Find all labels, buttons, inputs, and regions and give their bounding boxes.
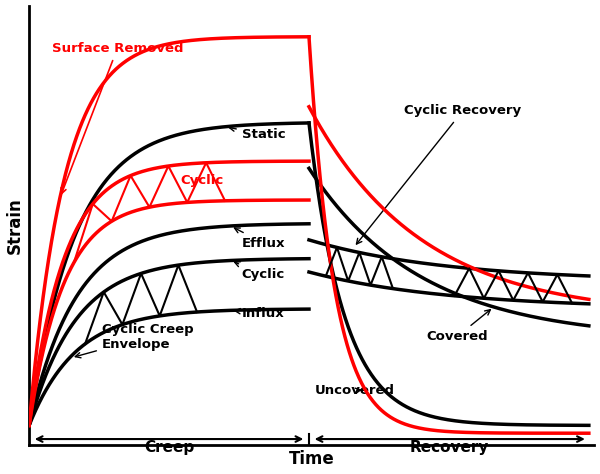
Text: Cyclic Creep
Envelope: Cyclic Creep Envelope	[75, 323, 194, 358]
Text: Cyclic: Cyclic	[235, 262, 285, 281]
Text: Cyclic Recovery: Cyclic Recovery	[356, 104, 521, 244]
X-axis label: Time: Time	[289, 450, 335, 468]
Text: Surface Removed: Surface Removed	[52, 42, 183, 193]
Text: Influx: Influx	[235, 307, 284, 319]
Text: Static: Static	[229, 126, 286, 141]
Text: Covered: Covered	[427, 310, 490, 343]
Text: Creep: Creep	[144, 440, 194, 455]
Text: Efflux: Efflux	[235, 228, 286, 250]
Text: Cyclic: Cyclic	[180, 174, 223, 187]
Y-axis label: Strain: Strain	[5, 197, 23, 254]
Text: Uncovered: Uncovered	[314, 384, 395, 397]
Text: Recovery: Recovery	[409, 440, 488, 455]
